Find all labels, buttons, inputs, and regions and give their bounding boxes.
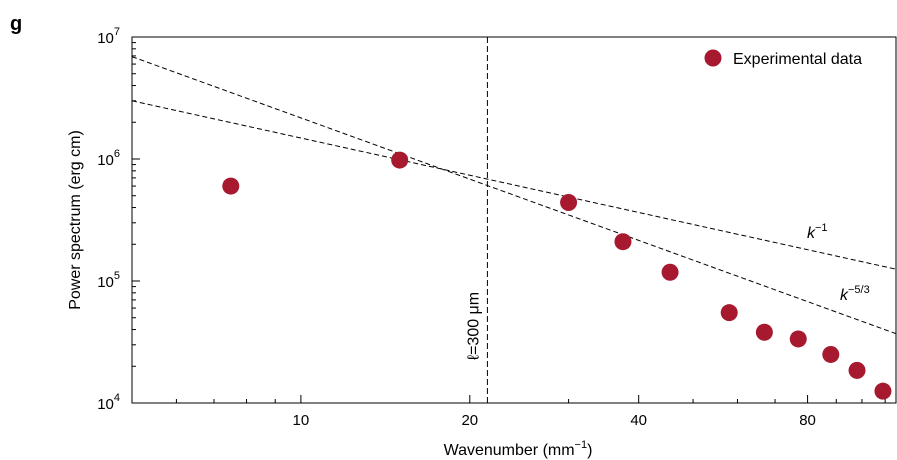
x-tick-label: 40 <box>630 412 647 429</box>
reference-line <box>132 100 896 270</box>
y-tick-label: 106 <box>97 148 120 169</box>
x-axis-title: Wavenumber (mm−1) <box>444 439 593 459</box>
reference-line-label-exponent: −1 <box>815 222 828 234</box>
reference-line-label: k−5/3 <box>840 284 870 304</box>
data-point <box>789 330 807 348</box>
panel-label: g <box>10 13 22 35</box>
data-point <box>391 151 409 169</box>
reference-line-label-base: k <box>840 287 849 304</box>
data-point <box>560 193 578 211</box>
x-axis-title-main: Wavenumber (mm <box>444 442 575 459</box>
y-tick-label: 107 <box>97 26 120 47</box>
data-point <box>720 304 738 322</box>
y-tick-exponent: 5 <box>114 270 120 282</box>
vertical-marker: ℓ=300 μm <box>465 37 488 403</box>
y-tick-label: 105 <box>97 270 120 291</box>
vertical-marker-label: ℓ=300 μm <box>465 292 482 360</box>
x-axis-ticks: 10 20 40 80 <box>175 395 886 429</box>
y-tick-exponent: 4 <box>114 392 120 404</box>
legend-label: Experimental data <box>733 51 862 68</box>
y-tick-exponent: 6 <box>114 148 120 160</box>
data-point <box>661 263 679 281</box>
reference-line-label: k−1 <box>807 222 828 242</box>
y-tick-base: 10 <box>97 274 114 291</box>
reference-line <box>132 56 896 335</box>
data-point <box>848 361 866 379</box>
plot-frame <box>131 36 897 404</box>
data-point <box>222 177 240 195</box>
data-point <box>755 323 773 341</box>
y-tick-base: 10 <box>97 152 114 169</box>
y-tick-base: 10 <box>97 396 114 413</box>
x-axis-title-close: ) <box>587 442 592 459</box>
reference-lines: k−1k−5/3 <box>132 56 896 335</box>
data-point <box>874 382 892 400</box>
y-axis-title: Power spectrum (erg cm) <box>67 130 84 310</box>
data-point <box>614 233 632 251</box>
legend: Experimental data <box>704 49 862 68</box>
data-points <box>222 151 892 400</box>
data-point <box>822 345 840 363</box>
x-tick-label: 10 <box>293 412 310 429</box>
y-tick-exponent: 7 <box>114 26 120 38</box>
y-tick-label: 104 <box>97 392 120 413</box>
x-axis-title-exponent: −1 <box>575 439 588 451</box>
reference-line-label-exponent: −5/3 <box>848 284 870 296</box>
x-tick-label: 80 <box>799 412 816 429</box>
x-tick-label: 20 <box>461 412 478 429</box>
reference-line-label-base: k <box>807 225 816 242</box>
legend-marker <box>704 49 722 67</box>
y-tick-base: 10 <box>97 30 114 47</box>
